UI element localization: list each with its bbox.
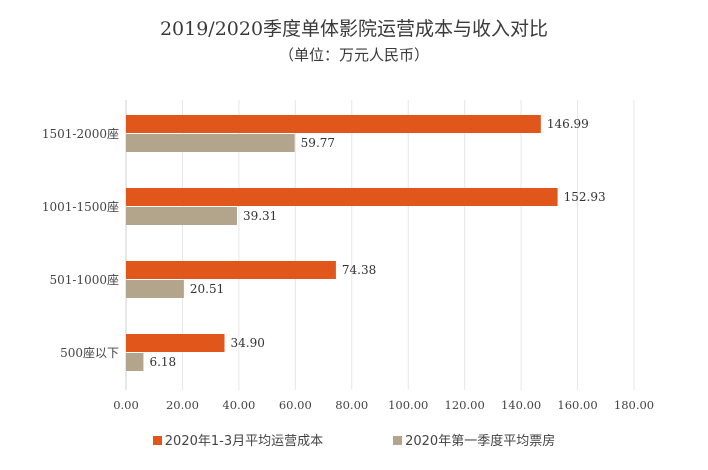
- x-tick-label: 120.00: [445, 398, 485, 412]
- x-tick-label: 40.00: [222, 398, 255, 412]
- bar: [126, 207, 237, 225]
- bar: [126, 134, 295, 152]
- category-label: 501-1000座: [50, 272, 120, 287]
- x-tick-label: 180.00: [614, 398, 654, 412]
- legend-swatch: [152, 436, 162, 445]
- category-label: 1501-2000座: [42, 126, 119, 141]
- category-label: 500座以下: [60, 345, 119, 360]
- x-tick-label: 60.00: [279, 398, 312, 412]
- x-tick-label: 80.00: [335, 398, 368, 412]
- x-tick-label: 160.00: [557, 398, 597, 412]
- data-label: 34.90: [230, 336, 264, 350]
- bar: [126, 353, 144, 371]
- legend-label: 2020年1-3月平均运营成本: [164, 434, 324, 449]
- data-label: 146.99: [547, 117, 589, 131]
- data-label: 74.38: [342, 263, 376, 277]
- legend-item-cost: 2020年1-3月平均运营成本: [152, 430, 324, 449]
- legend-item-boxoffice: 2020年第一季度平均票房: [393, 430, 555, 449]
- chart-title: 2019/2020季度单体影院运营成本与收入对比: [159, 18, 549, 40]
- data-label: 152.93: [564, 190, 606, 204]
- x-tick-label: 140.00: [501, 398, 541, 412]
- category-label: 1001-1500座: [42, 199, 119, 214]
- data-label: 39.31: [243, 209, 277, 223]
- data-label: 59.77: [301, 136, 335, 150]
- legend-label: 2020年第一季度平均票房: [405, 434, 556, 449]
- bar: [126, 280, 184, 298]
- x-tick-label: 100.00: [388, 398, 428, 412]
- legend: 2020年1-3月平均运营成本 2020年第一季度平均票房: [0, 430, 708, 449]
- x-tick-label: 20.00: [166, 398, 199, 412]
- bar: [126, 334, 225, 352]
- bar: [126, 115, 541, 133]
- data-label: 20.51: [190, 282, 224, 296]
- bar: [126, 188, 558, 206]
- x-tick-label: 0.00: [113, 398, 139, 412]
- legend-swatch: [393, 436, 403, 445]
- bar: [126, 261, 336, 279]
- chart-subtitle: （单位：万元人民币）: [278, 46, 429, 64]
- data-label: 6.18: [149, 355, 176, 369]
